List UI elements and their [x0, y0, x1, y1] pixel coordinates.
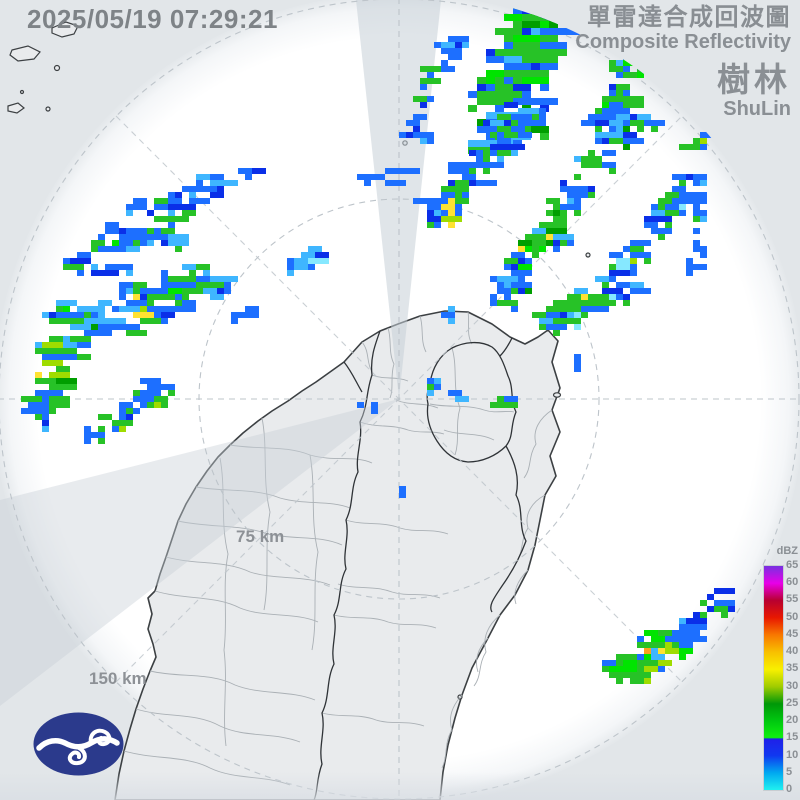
- page-title-zh: 單雷達合成回波圖: [587, 4, 791, 31]
- dbz-colorbar: [763, 565, 784, 791]
- echo-mid-dot: [231, 306, 259, 324]
- colorbar-tick-20: 20: [786, 714, 799, 727]
- echo-west-south: [21, 300, 98, 432]
- colorbar-tick-30: 30: [786, 679, 799, 692]
- page-title-en: Composite Reflectivity: [575, 31, 791, 54]
- echo-west-upper: [63, 174, 238, 276]
- colorbar-tick-10: 10: [786, 748, 799, 761]
- echo-taipei-dot-2: [448, 390, 469, 402]
- range-label-150km: 150 km: [89, 669, 147, 688]
- timestamp: 2025/05/19 07:29:21: [27, 4, 278, 34]
- echo-wedge-side-dashes: [399, 36, 469, 144]
- station-name-zh: 樹林: [717, 61, 791, 99]
- colorbar-tick-35: 35: [786, 662, 799, 675]
- radar-echoes: [21, 0, 735, 684]
- echo-north-dash: [238, 168, 266, 180]
- echo-taipei-dot-1: [427, 378, 441, 396]
- echo-west-mid: [77, 264, 238, 336]
- colorbar-tick-50: 50: [786, 610, 799, 623]
- colorbar-tick-0: 0: [786, 783, 793, 795]
- blocked-sector-west: [0, 399, 399, 706]
- echo-west-south-tail: [84, 378, 175, 444]
- colorbar-tick-55: 55: [786, 593, 799, 606]
- echo-nw-dash-2: [357, 168, 420, 186]
- echo-se-arm: [665, 588, 735, 648]
- echo-taipei-dot-3: [490, 396, 518, 408]
- colorbar-tick-15: 15: [786, 731, 799, 744]
- colorbar-tick-40: 40: [786, 645, 799, 658]
- echo-keelung-cluster: [532, 264, 651, 336]
- range-label-75km: 75 km: [236, 527, 285, 546]
- station-name-en: ShuLin: [723, 97, 791, 120]
- colorbar-tick-60: 60: [786, 576, 799, 589]
- colorbar-tick-5: 5: [786, 765, 793, 778]
- echo-ne-band: [490, 102, 665, 312]
- colorbar-unit-label: dBZ: [776, 545, 798, 557]
- offshore-islands: [7, 21, 591, 700]
- county-boundaries: [313, 330, 527, 800]
- echo-north-yellow-core: [427, 192, 469, 228]
- echo-taipei-dot-4: [357, 402, 378, 414]
- title-block: 單雷達合成回波圖 Composite Reflectivity 樹林 ShuLi…: [575, 5, 791, 120]
- echo-mid-smudge: [287, 246, 329, 276]
- echo-below-center-dot: [399, 486, 406, 498]
- echo-ne-small-dash: [574, 354, 581, 372]
- colorbar-tick-25: 25: [786, 696, 799, 709]
- bottom-fade: [0, 772, 800, 800]
- echo-taipei-dot-5: [441, 306, 455, 324]
- colorbar-tick-45: 45: [786, 627, 799, 640]
- taiwan-landmass: [114, 310, 561, 800]
- echo-right-dashes: [686, 174, 707, 276]
- township-boundaries: [123, 311, 553, 786]
- colorbar-tick-65: 65: [786, 559, 799, 571]
- cwb-logo: [33, 712, 124, 776]
